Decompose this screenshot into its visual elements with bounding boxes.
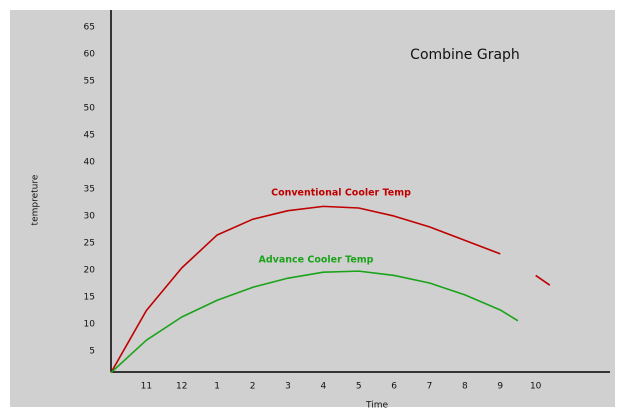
x-tick-label: 3	[285, 382, 291, 392]
y-tick-label: 65	[84, 23, 95, 33]
series-line	[110, 205, 551, 373]
x-tick-label: 2	[250, 382, 256, 392]
x-tick-label: 8	[462, 382, 468, 392]
y-tick-label: 5	[89, 347, 95, 357]
x-tick-label: 6	[391, 382, 397, 392]
x-tick-label: 9	[497, 382, 503, 392]
y-tick-label: 45	[84, 131, 95, 141]
y-tick-label: 15	[84, 293, 95, 303]
y-axis-label: tempreture	[31, 174, 41, 225]
x-axis-label: Time	[365, 401, 388, 411]
x-tick-label: 10	[530, 382, 542, 392]
y-tick-label: 20	[84, 266, 96, 276]
y-tick-label: 60	[84, 50, 96, 60]
y-tick-label: 35	[84, 185, 95, 195]
y-tick-label: 55	[84, 77, 95, 87]
series-label: Advance Cooler Temp	[259, 255, 374, 266]
x-tick-label: 7	[427, 382, 433, 392]
y-tick-label: 30	[84, 212, 96, 222]
y-tick-label: 10	[84, 320, 96, 330]
x-tick-label: 4	[320, 382, 326, 392]
y-tick-label: 25	[84, 239, 95, 249]
series-line	[110, 270, 519, 374]
x-tick-label: 12	[176, 382, 187, 392]
y-tick-label: 40	[84, 158, 96, 168]
y-tick-label: 50	[84, 104, 96, 114]
x-tick-label: 5	[356, 382, 362, 392]
series-label: Conventional Cooler Temp	[271, 188, 411, 199]
chart-title: Combine Graph	[410, 47, 520, 63]
x-tick-label: 11	[141, 382, 152, 392]
x-tick-label: 1	[214, 382, 220, 392]
